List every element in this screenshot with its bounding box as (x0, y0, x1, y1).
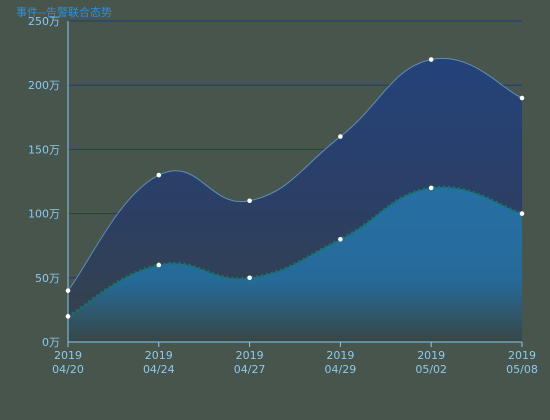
x-tick-label-year: 2019 (54, 349, 82, 362)
x-tick-label-year: 2019 (326, 349, 354, 362)
series-1-line (67, 57, 523, 291)
series-1-point (338, 134, 343, 139)
tick-labels: 0万50万100万150万200万250万201904/20201904/242… (28, 15, 538, 376)
series-2-point (428, 185, 434, 191)
series-1-point (428, 57, 434, 62)
data-points (65, 57, 525, 319)
x-tick-label-year: 2019 (145, 349, 173, 362)
y-tick-label: 250万 (28, 15, 60, 28)
y-tick-label: 200万 (28, 79, 60, 92)
x-tick-label-date: 04/20 (52, 363, 84, 376)
x-tick-label-year: 2019 (417, 349, 445, 362)
series-2-point (156, 262, 162, 268)
series-1-point (519, 95, 525, 101)
x-tick-label-date: 04/29 (325, 363, 357, 376)
series-areas (67, 57, 523, 342)
y-tick-label: 100万 (28, 208, 60, 221)
series-2-point (338, 236, 343, 242)
x-tick-label-year: 2019 (236, 349, 264, 362)
y-tick-label: 0万 (42, 336, 60, 349)
chart-title: 事件--告警联合态势 (16, 6, 112, 19)
y-tick-label: 50万 (35, 272, 60, 285)
x-tick-label-date: 05/08 (506, 363, 538, 376)
series-1-point (156, 172, 162, 178)
x-tick-label-date: 04/24 (143, 363, 175, 376)
series-2-line (67, 185, 523, 318)
series-1-point (247, 198, 252, 204)
x-tick-label-date: 04/27 (234, 363, 266, 376)
series-2-point (65, 314, 71, 319)
series-2-point (247, 275, 252, 281)
y-tick-label: 150万 (28, 143, 60, 156)
x-tick-label-date: 05/02 (415, 363, 447, 376)
x-tick-label-year: 2019 (508, 349, 536, 362)
series-1-point (65, 288, 71, 293)
series-2-point (519, 211, 525, 216)
